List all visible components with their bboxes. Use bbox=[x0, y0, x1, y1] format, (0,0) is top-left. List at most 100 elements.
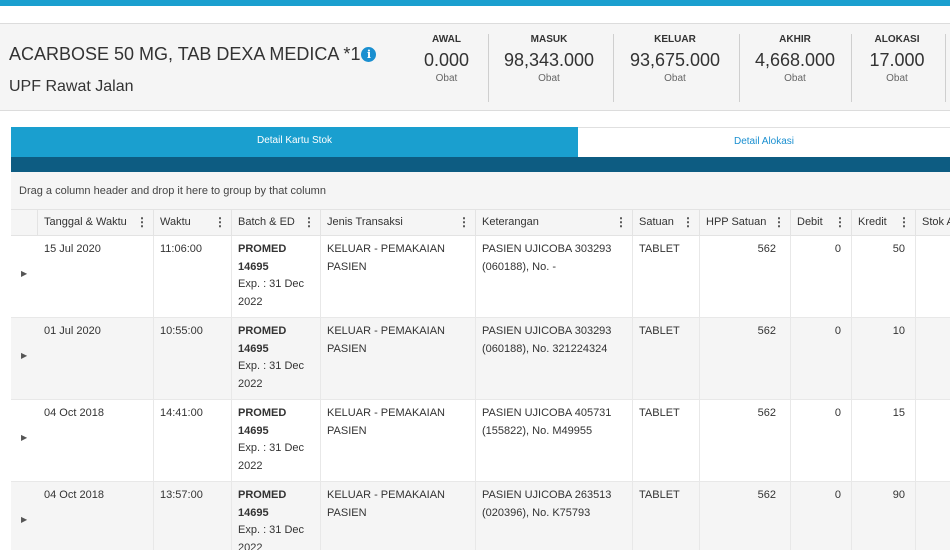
stat-unit: Obat bbox=[435, 73, 458, 84]
stat-keluar: KELUAR 93,675.000 Obat bbox=[614, 34, 736, 102]
cell-batch: PROMED 14695 Exp. : 31 Dec 2022 bbox=[232, 236, 321, 318]
cell-keterangan: PASIEN UJICOBA 263513 (020396), No. K757… bbox=[476, 482, 633, 550]
cell-jenis: KELUAR - PEMAKAIAN PASIEN bbox=[321, 318, 476, 400]
table-row[interactable]: ▶ 04 Oct 2018 13:57:00 PROMED 14695 Exp. … bbox=[11, 482, 950, 550]
stat-unit: Obat bbox=[784, 73, 806, 84]
column-header-jenis[interactable]: Jenis Transaksi ⋮ bbox=[321, 210, 476, 235]
cell-satuan: TABLET bbox=[633, 482, 700, 550]
row-expander[interactable]: ▶ bbox=[11, 236, 38, 318]
stat-divider bbox=[945, 34, 946, 102]
column-header-label: Stok A bbox=[922, 216, 950, 228]
caret-right-icon[interactable]: ▶ bbox=[21, 433, 28, 442]
stat-divider bbox=[613, 34, 614, 102]
caret-right-icon[interactable]: ▶ bbox=[21, 351, 28, 360]
top-accent-bar bbox=[0, 0, 950, 6]
column-header-kredit[interactable]: Kredit ⋮ bbox=[852, 210, 916, 235]
caret-right-icon[interactable]: ▶ bbox=[21, 269, 28, 278]
tab-detail-kartu-stok[interactable]: Detail Kartu Stok bbox=[11, 127, 578, 157]
item-title: ACARBOSE 50 MG, TAB DEXA MEDICA *1 i bbox=[9, 44, 377, 65]
column-header-keterangan[interactable]: Keterangan ⋮ bbox=[476, 210, 633, 235]
batch-number: PROMED 14695 bbox=[238, 243, 287, 273]
cell-batch: PROMED 14695 Exp. : 31 Dec 2022 bbox=[232, 400, 321, 482]
cell-debit: 0 bbox=[791, 318, 852, 400]
cell-kredit: 15 bbox=[852, 400, 916, 482]
batch-number: PROMED 14695 bbox=[238, 325, 287, 355]
batch-number: PROMED 14695 bbox=[238, 407, 287, 437]
cell-kredit: 90 bbox=[852, 482, 916, 550]
column-header-label: Satuan bbox=[639, 216, 674, 228]
cell-tanggal: 01 Jul 2020 bbox=[38, 318, 154, 400]
vertical-ellipsis-icon[interactable]: ⋮ bbox=[458, 215, 470, 229]
caret-right-icon[interactable]: ▶ bbox=[21, 515, 28, 524]
vertical-ellipsis-icon[interactable]: ⋮ bbox=[682, 215, 694, 229]
column-header-debit[interactable]: Debit ⋮ bbox=[791, 210, 852, 235]
header-expander-spacer bbox=[11, 210, 38, 235]
column-header-label: Keterangan bbox=[482, 216, 539, 228]
cell-waktu: 13:57:00 bbox=[154, 482, 232, 550]
table-row[interactable]: ▶ 04 Oct 2018 14:41:00 PROMED 14695 Exp. … bbox=[11, 400, 950, 482]
cell-hpp: 562 bbox=[700, 318, 791, 400]
cell-stok bbox=[916, 318, 950, 400]
row-expander[interactable]: ▶ bbox=[11, 400, 38, 482]
batch-expiry: Exp. : 31 Dec 2022 bbox=[238, 524, 305, 550]
stat-label: MASUK bbox=[530, 34, 568, 45]
stat-value: 0.000 bbox=[423, 50, 470, 70]
column-header-tanggal[interactable]: Tanggal & Waktu ⋮ bbox=[38, 210, 154, 235]
cell-waktu: 11:06:00 bbox=[154, 236, 232, 318]
group-by-panel[interactable]: Drag a column header and drop it here to… bbox=[11, 172, 950, 209]
stat-awal: AWAL 0.000 Obat bbox=[405, 34, 488, 102]
stat-unit: Obat bbox=[886, 73, 908, 84]
stock-card-header: ACARBOSE 50 MG, TAB DEXA MEDICA *1 i UPF … bbox=[0, 23, 950, 111]
cell-batch: PROMED 14695 Exp. : 31 Dec 2022 bbox=[232, 318, 321, 400]
column-header-label: HPP Satuan bbox=[706, 216, 767, 228]
stat-unit: Obat bbox=[538, 73, 560, 84]
cell-kredit: 10 bbox=[852, 318, 916, 400]
vertical-ellipsis-icon[interactable]: ⋮ bbox=[214, 215, 226, 229]
cell-stok bbox=[916, 400, 950, 482]
cell-keterangan: PASIEN UJICOBA 303293 (060188), No. 3212… bbox=[476, 318, 633, 400]
cell-debit: 0 bbox=[791, 482, 852, 550]
vertical-ellipsis-icon[interactable]: ⋮ bbox=[834, 215, 846, 229]
vertical-ellipsis-icon[interactable]: ⋮ bbox=[615, 215, 627, 229]
column-header-stok[interactable]: Stok A bbox=[916, 210, 950, 235]
column-header-satuan[interactable]: Satuan ⋮ bbox=[633, 210, 700, 235]
stat-value: 17.000 bbox=[869, 50, 925, 70]
cell-keterangan: PASIEN UJICOBA 405731 (155822), No. M499… bbox=[476, 400, 633, 482]
tab-content-band bbox=[11, 157, 950, 172]
column-header-label: Batch & ED bbox=[238, 216, 295, 228]
batch-expiry: Exp. : 31 Dec 2022 bbox=[238, 360, 305, 390]
stat-masuk: MASUK 98,343.000 Obat bbox=[489, 34, 609, 102]
stat-value: 93,675.000 bbox=[629, 50, 721, 70]
row-expander[interactable]: ▶ bbox=[11, 318, 38, 400]
cell-tanggal: 04 Oct 2018 bbox=[38, 482, 154, 550]
stat-label: KELUAR bbox=[654, 34, 696, 45]
cell-waktu: 10:55:00 bbox=[154, 318, 232, 400]
column-header-label: Debit bbox=[797, 216, 823, 228]
column-header-label: Kredit bbox=[858, 216, 887, 228]
vertical-ellipsis-icon[interactable]: ⋮ bbox=[773, 215, 785, 229]
stat-divider bbox=[851, 34, 852, 102]
stat-alokasi: ALOKASI 17.000 Obat bbox=[852, 34, 942, 102]
column-header-batch[interactable]: Batch & ED ⋮ bbox=[232, 210, 321, 235]
cell-keterangan: PASIEN UJICOBA 303293 (060188), No. - bbox=[476, 236, 633, 318]
cell-debit: 0 bbox=[791, 400, 852, 482]
row-expander[interactable]: ▶ bbox=[11, 482, 38, 550]
cell-kredit: 50 bbox=[852, 236, 916, 318]
detail-tabs: Detail Kartu Stok Detail Alokasi bbox=[11, 127, 950, 157]
cell-satuan: TABLET bbox=[633, 236, 700, 318]
info-icon[interactable]: i bbox=[361, 47, 377, 62]
vertical-ellipsis-icon[interactable]: ⋮ bbox=[898, 215, 910, 229]
column-header-waktu[interactable]: Waktu ⋮ bbox=[154, 210, 232, 235]
cell-satuan: TABLET bbox=[633, 400, 700, 482]
cell-stok bbox=[916, 236, 950, 318]
column-header-label: Tanggal & Waktu bbox=[44, 216, 127, 228]
cell-hpp: 562 bbox=[700, 236, 791, 318]
cell-jenis: KELUAR - PEMAKAIAN PASIEN bbox=[321, 236, 476, 318]
tab-detail-alokasi[interactable]: Detail Alokasi bbox=[578, 127, 950, 157]
table-row[interactable]: ▶ 15 Jul 2020 11:06:00 PROMED 14695 Exp. … bbox=[11, 236, 950, 318]
column-header-label: Jenis Transaksi bbox=[327, 216, 403, 228]
table-row[interactable]: ▶ 01 Jul 2020 10:55:00 PROMED 14695 Exp. … bbox=[11, 318, 950, 400]
vertical-ellipsis-icon[interactable]: ⋮ bbox=[303, 215, 315, 229]
column-header-hpp[interactable]: HPP Satuan ⋮ bbox=[700, 210, 791, 235]
vertical-ellipsis-icon[interactable]: ⋮ bbox=[136, 215, 148, 229]
